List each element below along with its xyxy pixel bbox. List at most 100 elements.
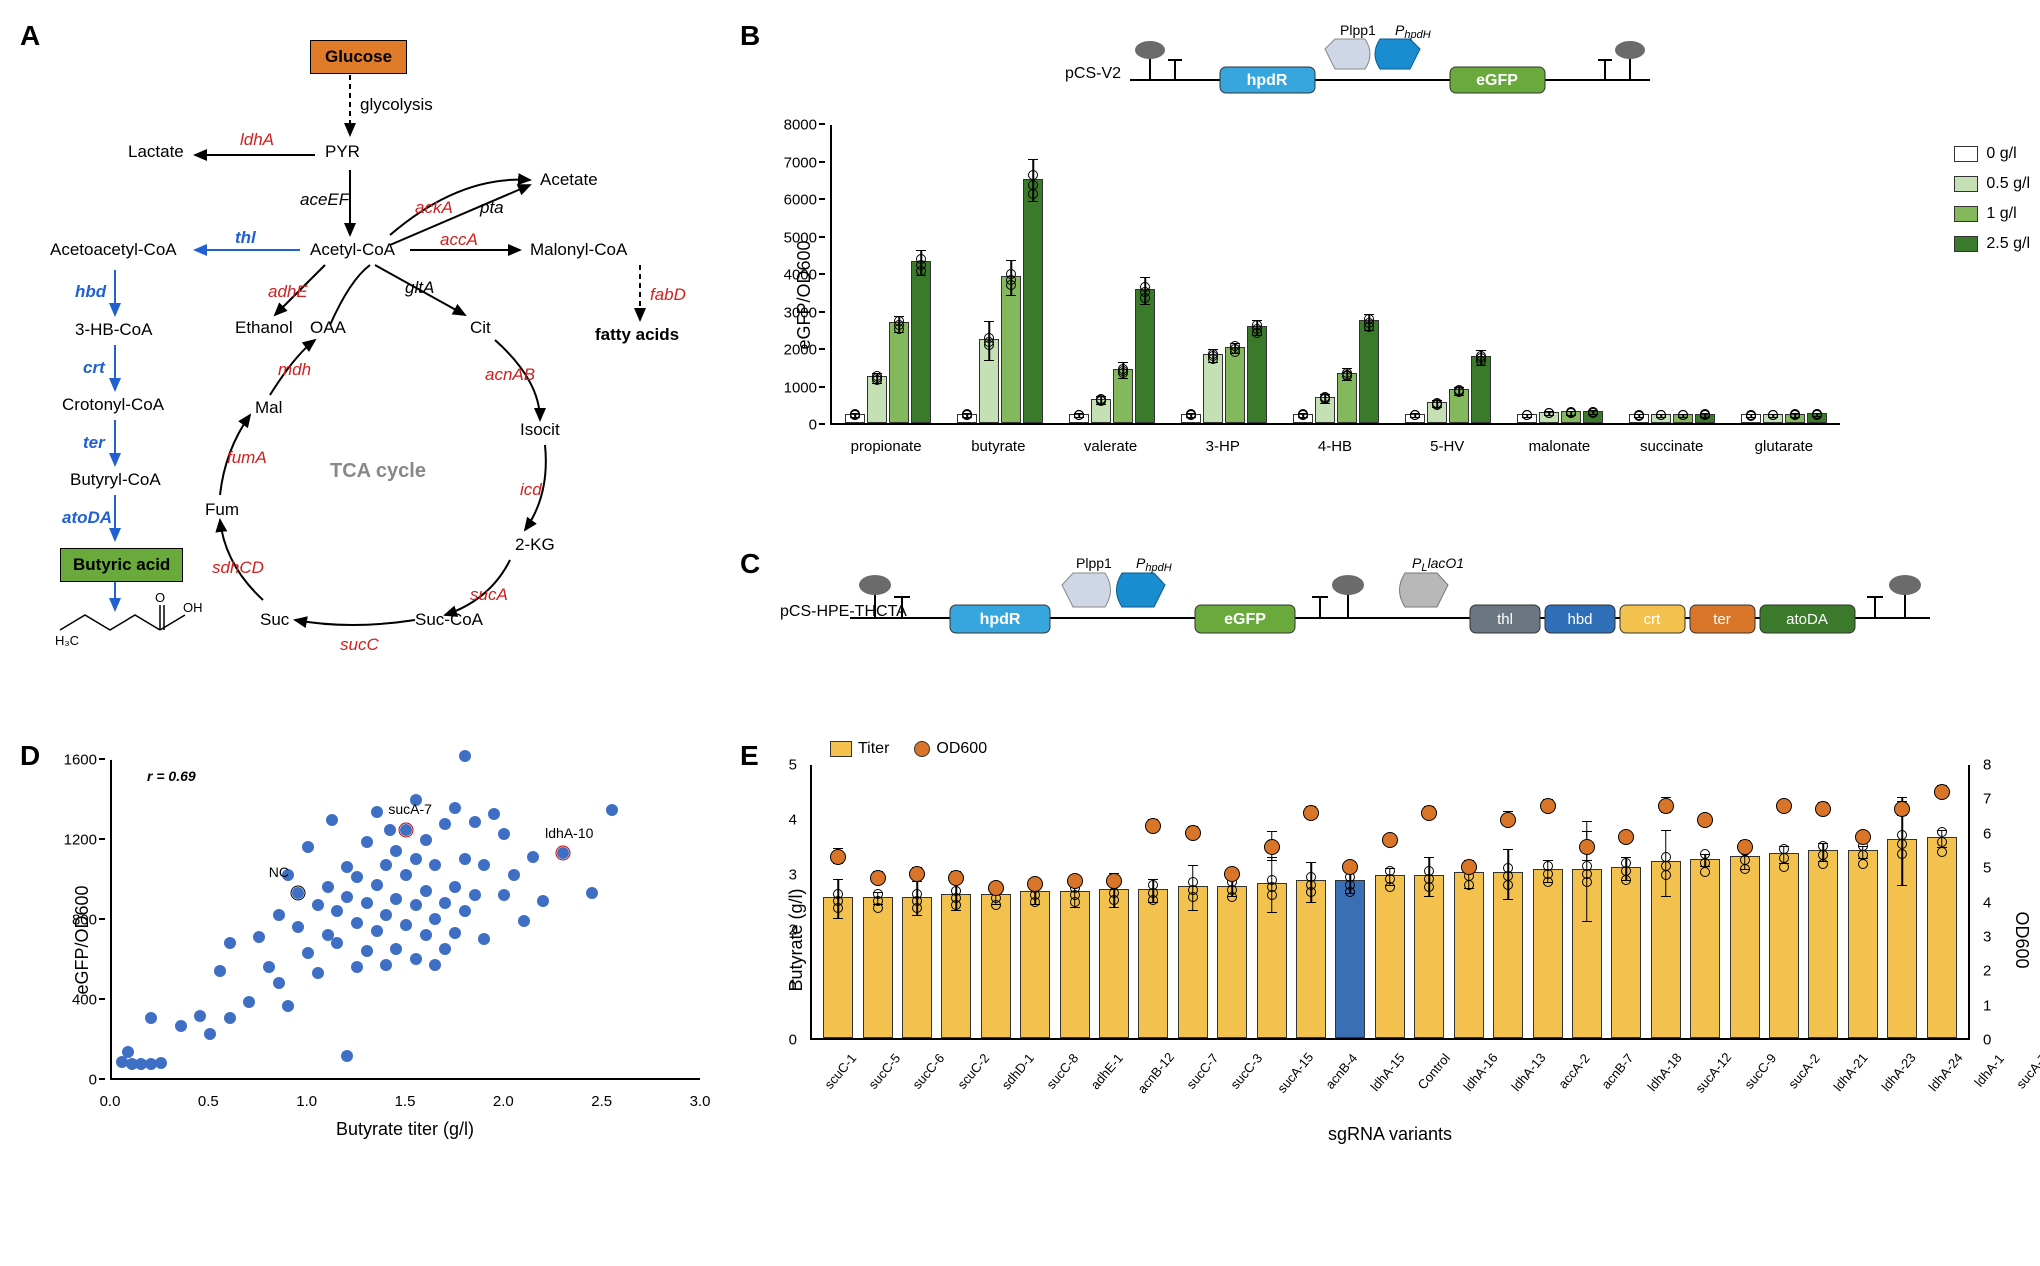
gene-adhe: adhE [268, 282, 308, 302]
od-point [1264, 839, 1280, 855]
e-bar [1335, 880, 1365, 1038]
chart-e-area [810, 765, 1970, 1040]
ytick: 4000 [784, 267, 817, 284]
scatter-point [439, 943, 451, 955]
pathway-diagram: Glucose glycolysis PYR Lactate ldhA aceE… [20, 20, 720, 720]
ytick-right: 1 [1983, 997, 1991, 1014]
e-bar [1020, 891, 1050, 1038]
node-pyr: PYR [325, 142, 360, 162]
panel-a: A [20, 20, 720, 720]
scatter-point [371, 925, 383, 937]
ytick-right: 3 [1983, 928, 1991, 945]
panel-e: E Titer OD600 Butyrate (g/l) OD600 01234… [740, 740, 2040, 1140]
ytick: 7000 [784, 154, 817, 171]
e-bar-wrap [1766, 765, 1802, 1038]
scatter-point [302, 947, 314, 959]
scatter-point [204, 1028, 216, 1040]
scatter-point [380, 859, 392, 871]
e-bar-wrap [1056, 765, 1092, 1038]
x-label: succinate [1616, 430, 1728, 475]
e-bar [1217, 886, 1247, 1038]
scatter-point [351, 917, 363, 929]
e-bar-wrap [859, 765, 895, 1038]
molecule-h3c: H₃C [55, 633, 79, 648]
special-point-label: sucA-7 [388, 801, 432, 817]
scatter-area: r = 0.69 NCsucA-7ldhA-10 [110, 760, 700, 1080]
e-bar-wrap [1451, 765, 1487, 1038]
bar [889, 322, 909, 423]
construct-c: pCS-HPE-THCTA hpdR Plpp1 PhpdH eGFP [740, 553, 2040, 648]
e-bar-wrap [1923, 765, 1959, 1038]
scatter-point [312, 899, 324, 911]
e-bar-wrap [1569, 765, 1605, 1038]
od-point [988, 880, 1004, 896]
panel-d-xticks: Butyrate titer (g/l) 0.00.51.01.52.02.53… [110, 1085, 700, 1140]
ytick: 1200 [64, 832, 97, 849]
svg-text:hbd: hbd [1567, 611, 1592, 628]
r-label: r = 0.69 [147, 768, 196, 784]
e-bar [981, 894, 1011, 1038]
node-butyrylcoa: Butyryl-CoA [70, 470, 161, 490]
od-point [1855, 829, 1871, 845]
scatter-point [469, 889, 481, 901]
scatter-point [449, 881, 461, 893]
bar [1673, 414, 1693, 423]
gene-pta: pta [480, 198, 504, 218]
x-label: butyrate [942, 430, 1054, 475]
scatter-point [341, 1050, 353, 1062]
node-acetylcoa: Acetyl-CoA [310, 240, 395, 260]
scatter-point [194, 1010, 206, 1022]
scatter-point [410, 899, 422, 911]
legend-row: 2.5 g/l [1954, 235, 2030, 253]
bar [1807, 413, 1827, 423]
e-bar-wrap [1845, 765, 1881, 1038]
ytick-left: 3 [789, 867, 797, 884]
node-lactate: Lactate [128, 142, 184, 162]
bar [911, 261, 931, 423]
scatter-point [459, 750, 471, 762]
bar-group [1280, 125, 1392, 423]
ytick-left: 4 [789, 812, 797, 829]
scatter-point [322, 881, 334, 893]
e-bar-wrap [938, 765, 974, 1038]
gene-aceef: aceEF [300, 190, 349, 210]
legend-row: 0.5 g/l [1954, 175, 2030, 193]
bar [1785, 414, 1805, 423]
construct-b-name: pCS-V2 [1065, 65, 1121, 83]
xtick: 2.5 [591, 1093, 612, 1110]
panel-b: B pCS-V2 [740, 20, 2040, 528]
ytick: 1000 [784, 379, 817, 396]
bar [1449, 389, 1469, 423]
scatter-point [420, 885, 432, 897]
scatter-point [331, 905, 343, 917]
od-point [830, 849, 846, 865]
scatter-point [429, 959, 441, 971]
construct-c-name: pCS-HPE-THCTA [780, 603, 907, 621]
scatter-point [371, 879, 383, 891]
bar-group [1056, 125, 1168, 423]
ytick: 6000 [784, 192, 817, 209]
scatter-point [224, 1012, 236, 1024]
svg-text:eGFP: eGFP [1476, 72, 1518, 89]
xtick: 1.0 [296, 1093, 317, 1110]
chart-b: eGFP/OD600 01000200030004000500060007000… [740, 115, 2040, 475]
bar [1583, 411, 1603, 423]
od-point [1776, 798, 1792, 814]
ytick-left: 1 [789, 977, 797, 994]
e-bar [1730, 856, 1760, 1038]
bar-group [1168, 125, 1280, 423]
scatter-point [312, 967, 324, 979]
bar-group [944, 125, 1056, 423]
bar [1293, 414, 1313, 423]
od-point [1815, 801, 1831, 817]
svg-text:Plpp1: Plpp1 [1340, 25, 1376, 38]
scatter-point [586, 887, 598, 899]
bar [867, 376, 887, 423]
scatter-point [155, 1057, 167, 1069]
e-bar-wrap [820, 765, 856, 1038]
gene-ter: ter [83, 433, 105, 453]
bar [1539, 412, 1559, 423]
bar [1517, 414, 1537, 423]
e-bar [1257, 883, 1287, 1038]
special-point [291, 886, 306, 901]
